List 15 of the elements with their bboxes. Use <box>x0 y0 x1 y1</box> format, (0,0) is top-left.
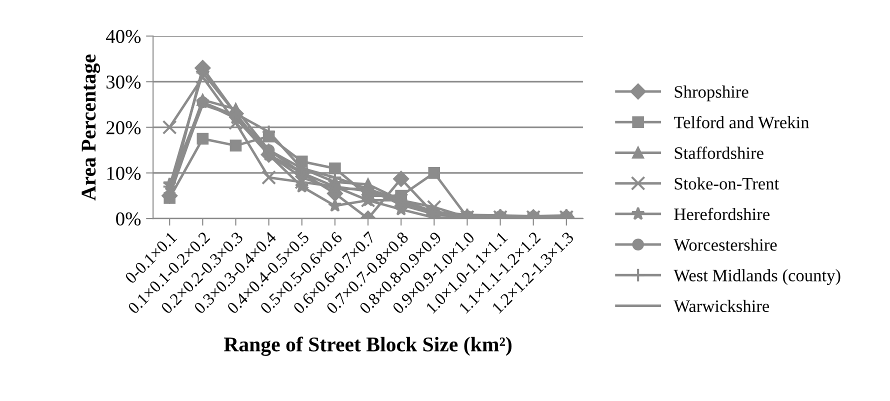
y-tick-label: 0% <box>116 212 141 226</box>
x-axis-title: Range of Street Block Size (km²) <box>224 336 512 356</box>
legend-label: Herefordshire <box>674 208 770 220</box>
legend-label: Telford and Wrekin <box>674 116 810 128</box>
legend-label: Worcestershire <box>674 238 777 251</box>
legend-label: Stoke-on-Trent <box>674 177 780 190</box>
legend-label: Warwickshire <box>674 300 770 312</box>
y-axis-title: Area Percentage <box>82 54 100 200</box>
y-tick-label: 30% <box>106 76 141 89</box>
y-tick-label: 10% <box>107 166 141 180</box>
y-tick-label: 40% <box>106 30 141 44</box>
legend-label: Staffordshire <box>674 146 764 159</box>
legend-label: Shropshire <box>674 86 748 102</box>
y-tick-label: 20% <box>106 121 141 134</box>
legend-label: West Midlands (county) <box>674 269 840 285</box>
